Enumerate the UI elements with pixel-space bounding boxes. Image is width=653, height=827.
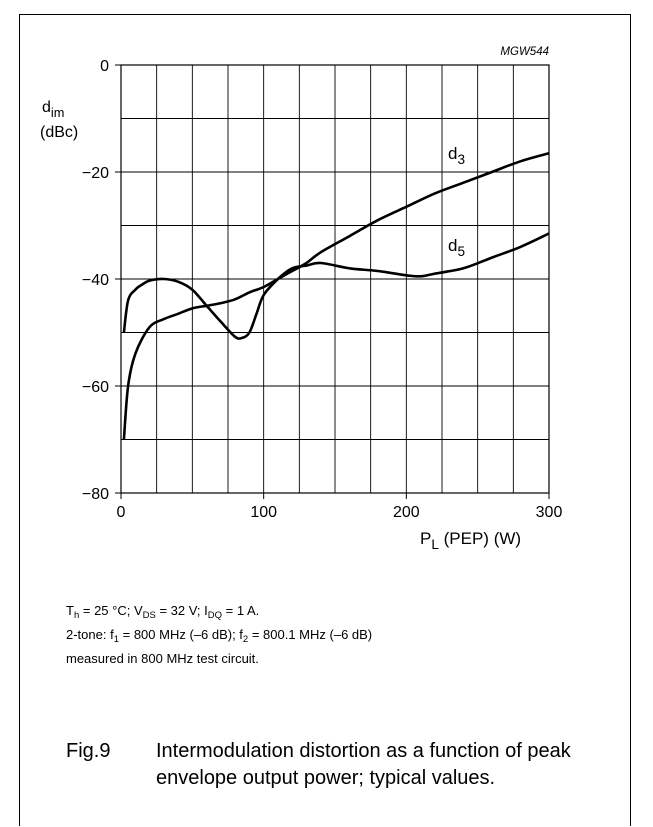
caption-text: Intermodulation distortion as a function… [156,740,571,789]
x-tick-label: 200 [393,504,420,521]
figure-code: MGW544 [500,46,549,58]
x-tick-label: 300 [536,504,563,521]
y-axis-label: dim [42,99,64,120]
conditions-line-1: Th = 25 °C; VDS = 32 V; IDQ = 1 A. [66,603,260,621]
chart-grid [121,65,549,493]
x-tick-label: 0 [117,504,126,521]
caption-figure-number: Fig.9 [66,740,111,762]
y-tick-label: −60 [82,379,109,396]
x-axis-label: PL (PEP) (W) [420,529,521,552]
series-line-d3 [122,152,550,440]
y-tick-label: −80 [82,486,109,503]
y-tick-label: −40 [82,272,109,289]
y-axis-unit: (dBc) [40,124,78,141]
chart: 0 −20 −40 −60 −80 0 100 200 300 d3 d5 dim (dBc) PL (P… [40,46,562,552]
y-tick-label: −20 [82,165,109,182]
figure-caption: Fig.9 Intermodulation distortion as a fun… [66,738,576,792]
y-tick-label: 0 [100,58,109,75]
series-line-d5 [122,232,550,340]
conditions-line-3: measured in 800 MHz test circuit. [66,651,259,666]
series-label-d3: d3 [448,144,465,167]
chart-labels: 0 −20 −40 −60 −80 0 100 200 300 d3 d5 dim (dBc) PL (P… [40,46,562,552]
chart-axes [115,64,550,499]
chart-series [122,152,550,440]
conditions-line-2: 2-tone: f1 = 800 MHz (–6 dB); f2 = 800.1… [66,627,373,645]
x-tick-label: 100 [250,504,277,521]
series-label-d5: d5 [448,236,465,259]
figure-frame: 0 −20 −40 −60 −80 0 100 200 300 d3 d5 dim (dBc) PL (P… [19,14,631,826]
